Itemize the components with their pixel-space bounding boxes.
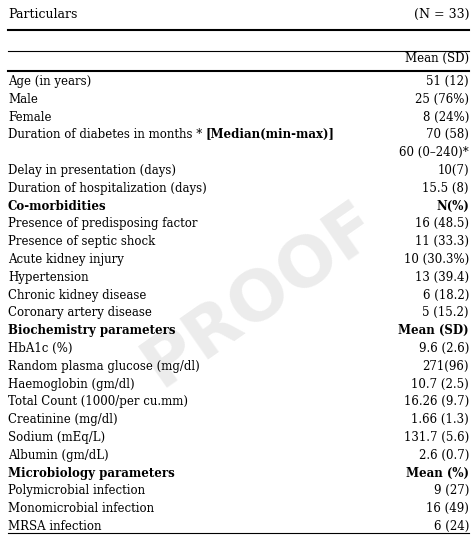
Text: 13 (39.4): 13 (39.4)	[415, 271, 469, 284]
Text: 16 (49): 16 (49)	[426, 502, 469, 515]
Text: Duration of hospitalization (days): Duration of hospitalization (days)	[8, 182, 207, 195]
Text: Delay in presentation (days): Delay in presentation (days)	[8, 164, 176, 177]
Text: 9 (27): 9 (27)	[434, 484, 469, 498]
Text: 51 (12): 51 (12)	[427, 75, 469, 88]
Text: Mean (SD): Mean (SD)	[398, 324, 469, 337]
Text: 1.66 (1.3): 1.66 (1.3)	[411, 413, 469, 426]
Text: Presence of predisposing factor: Presence of predisposing factor	[8, 217, 198, 231]
Text: Female: Female	[8, 111, 52, 124]
Text: 60 (0–240)*: 60 (0–240)*	[399, 146, 469, 159]
Text: 5 (15.2): 5 (15.2)	[422, 307, 469, 319]
Text: 16 (48.5): 16 (48.5)	[415, 217, 469, 231]
Text: [Median(min-max)]: [Median(min-max)]	[206, 128, 335, 141]
Text: 16.26 (9.7): 16.26 (9.7)	[404, 395, 469, 408]
Text: Creatinine (mg/dl): Creatinine (mg/dl)	[8, 413, 118, 426]
Text: Hypertension: Hypertension	[8, 271, 89, 284]
Text: Coronary artery disease: Coronary artery disease	[8, 307, 152, 319]
Text: Co-morbidities: Co-morbidities	[8, 200, 107, 212]
Text: Albumin (gm/dL): Albumin (gm/dL)	[8, 449, 109, 462]
Text: 8 (24%): 8 (24%)	[423, 111, 469, 124]
Text: 10(7): 10(7)	[438, 164, 469, 177]
Text: HbA1c (%): HbA1c (%)	[8, 342, 73, 355]
Text: Monomicrobial infection: Monomicrobial infection	[8, 502, 154, 515]
Text: Haemoglobin (gm/dl): Haemoglobin (gm/dl)	[8, 378, 135, 391]
Text: Presence of septic shock: Presence of septic shock	[8, 235, 155, 248]
Text: 6 (18.2): 6 (18.2)	[423, 288, 469, 302]
Text: 10.7 (2.5): 10.7 (2.5)	[411, 378, 469, 391]
Text: MRSA infection: MRSA infection	[8, 520, 101, 533]
Text: Chronic kidney disease: Chronic kidney disease	[8, 288, 146, 302]
Text: Duration of diabetes in months *: Duration of diabetes in months *	[8, 128, 206, 141]
Text: PROOF: PROOF	[131, 189, 391, 399]
Text: 6 (24): 6 (24)	[434, 520, 469, 533]
Text: Particulars: Particulars	[8, 8, 77, 21]
Text: 11 (33.3): 11 (33.3)	[415, 235, 469, 248]
Text: Polymicrobial infection: Polymicrobial infection	[8, 484, 145, 498]
Text: Biochemistry parameters: Biochemistry parameters	[8, 324, 175, 337]
Text: 9.6 (2.6): 9.6 (2.6)	[419, 342, 469, 355]
Text: Sodium (mEq/L): Sodium (mEq/L)	[8, 431, 105, 444]
Text: Total Count (1000/per cu.mm): Total Count (1000/per cu.mm)	[8, 395, 188, 408]
Text: 271(96): 271(96)	[422, 360, 469, 373]
Text: Microbiology parameters: Microbiology parameters	[8, 467, 175, 479]
Text: 15.5 (8): 15.5 (8)	[422, 182, 469, 195]
Text: Acute kidney injury: Acute kidney injury	[8, 253, 124, 266]
Text: Male: Male	[8, 93, 38, 106]
Text: Age (in years): Age (in years)	[8, 75, 91, 88]
Text: 131.7 (5.6): 131.7 (5.6)	[404, 431, 469, 444]
Text: Mean (SD): Mean (SD)	[405, 52, 469, 65]
Text: 70 (58): 70 (58)	[426, 128, 469, 141]
Text: (N = 33): (N = 33)	[413, 8, 469, 21]
Text: N(%): N(%)	[436, 200, 469, 212]
Text: 10 (30.3%): 10 (30.3%)	[404, 253, 469, 266]
Text: Mean (%): Mean (%)	[406, 467, 469, 479]
Text: 25 (76%): 25 (76%)	[415, 93, 469, 106]
Text: 2.6 (0.7): 2.6 (0.7)	[419, 449, 469, 462]
Text: Random plasma glucose (mg/dl): Random plasma glucose (mg/dl)	[8, 360, 200, 373]
